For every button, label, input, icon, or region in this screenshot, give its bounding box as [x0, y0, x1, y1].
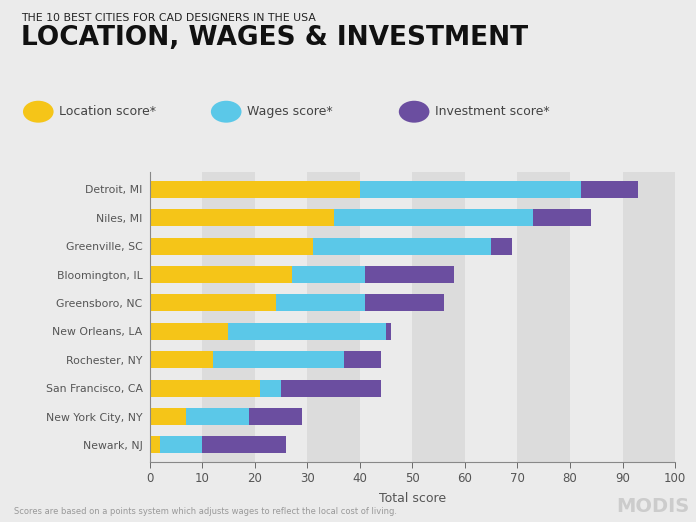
Bar — [150, 436, 160, 454]
Bar — [333, 209, 533, 226]
Text: Wages score*: Wages score* — [247, 105, 333, 118]
Bar — [213, 351, 344, 368]
Bar — [360, 181, 580, 198]
Bar — [365, 266, 454, 283]
Text: Investment score*: Investment score* — [435, 105, 550, 118]
Bar — [412, 172, 465, 462]
X-axis label: Total score: Total score — [379, 492, 446, 505]
Text: Location score*: Location score* — [59, 105, 156, 118]
Bar — [160, 436, 202, 454]
Bar — [580, 181, 638, 198]
Bar — [360, 172, 412, 462]
Bar — [255, 172, 308, 462]
Bar — [276, 294, 365, 312]
Bar — [150, 181, 360, 198]
Bar — [249, 408, 302, 425]
Text: THE 10 BEST CITIES FOR CAD DESIGNERS IN THE USA: THE 10 BEST CITIES FOR CAD DESIGNERS IN … — [21, 13, 316, 23]
Bar — [386, 323, 391, 340]
Bar — [228, 323, 386, 340]
Bar — [150, 238, 313, 255]
Bar — [491, 238, 512, 255]
Bar — [533, 209, 591, 226]
Text: LOCATION, WAGES & INVESTMENT: LOCATION, WAGES & INVESTMENT — [21, 25, 528, 51]
Text: Scores are based on a points system which adjusts wages to reflect the local cos: Scores are based on a points system whic… — [14, 507, 397, 516]
Bar — [570, 172, 622, 462]
Bar — [187, 408, 249, 425]
Bar — [150, 379, 260, 397]
Bar — [517, 172, 570, 462]
Bar — [292, 266, 365, 283]
Text: MODIS: MODIS — [616, 497, 689, 516]
Bar — [150, 351, 213, 368]
Bar — [150, 323, 228, 340]
Bar — [313, 238, 491, 255]
Bar — [465, 172, 517, 462]
Bar — [281, 379, 381, 397]
Bar — [150, 172, 202, 462]
Bar — [308, 172, 360, 462]
Bar — [150, 209, 333, 226]
Bar — [150, 408, 187, 425]
Bar — [260, 379, 281, 397]
Bar — [150, 266, 292, 283]
Bar — [202, 172, 255, 462]
Bar — [622, 172, 675, 462]
Bar — [344, 351, 381, 368]
Bar — [150, 294, 276, 312]
Bar — [202, 436, 286, 454]
Bar — [365, 294, 444, 312]
